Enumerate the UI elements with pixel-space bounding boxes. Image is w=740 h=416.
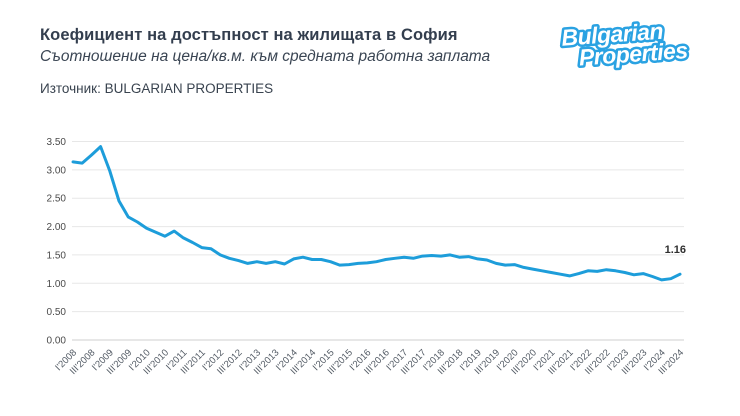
source-label: Източник: BULGARIAN PROPERTIES [40, 81, 274, 96]
page-subtitle: Съотношение на цена/кв.м. към средната р… [40, 48, 491, 65]
y-tick-label: 2.00 [47, 222, 67, 233]
series-line [71, 145, 682, 282]
y-tick-label: 3.00 [47, 165, 67, 176]
bulgarian-properties-logo: Bulgarian Properties [558, 15, 691, 73]
y-tick-label: 0.00 [47, 336, 67, 347]
y-axis-labels: 0.00 0.50 1.00 1.50 2.00 2.50 3.00 3.50 [47, 137, 67, 347]
y-grid [72, 141, 684, 341]
x-axis-labels: I'2008III'2008I'2009III'2009I'2010III'20… [53, 347, 686, 377]
y-tick-label: 3.50 [47, 137, 67, 148]
logo-line1: Bulgarian [561, 18, 665, 51]
y-tick-label: 1.00 [47, 279, 67, 290]
page-title: Коефициент на достъпност на жилищата в С… [40, 26, 458, 44]
chart-header: Коефициент на достъпност на жилищата в С… [40, 26, 540, 96]
last-value-label: 1.16 [665, 244, 686, 256]
y-tick-label: 0.50 [47, 307, 67, 318]
y-tick-label: 1.50 [47, 250, 67, 261]
y-tick-label: 2.50 [47, 194, 67, 205]
